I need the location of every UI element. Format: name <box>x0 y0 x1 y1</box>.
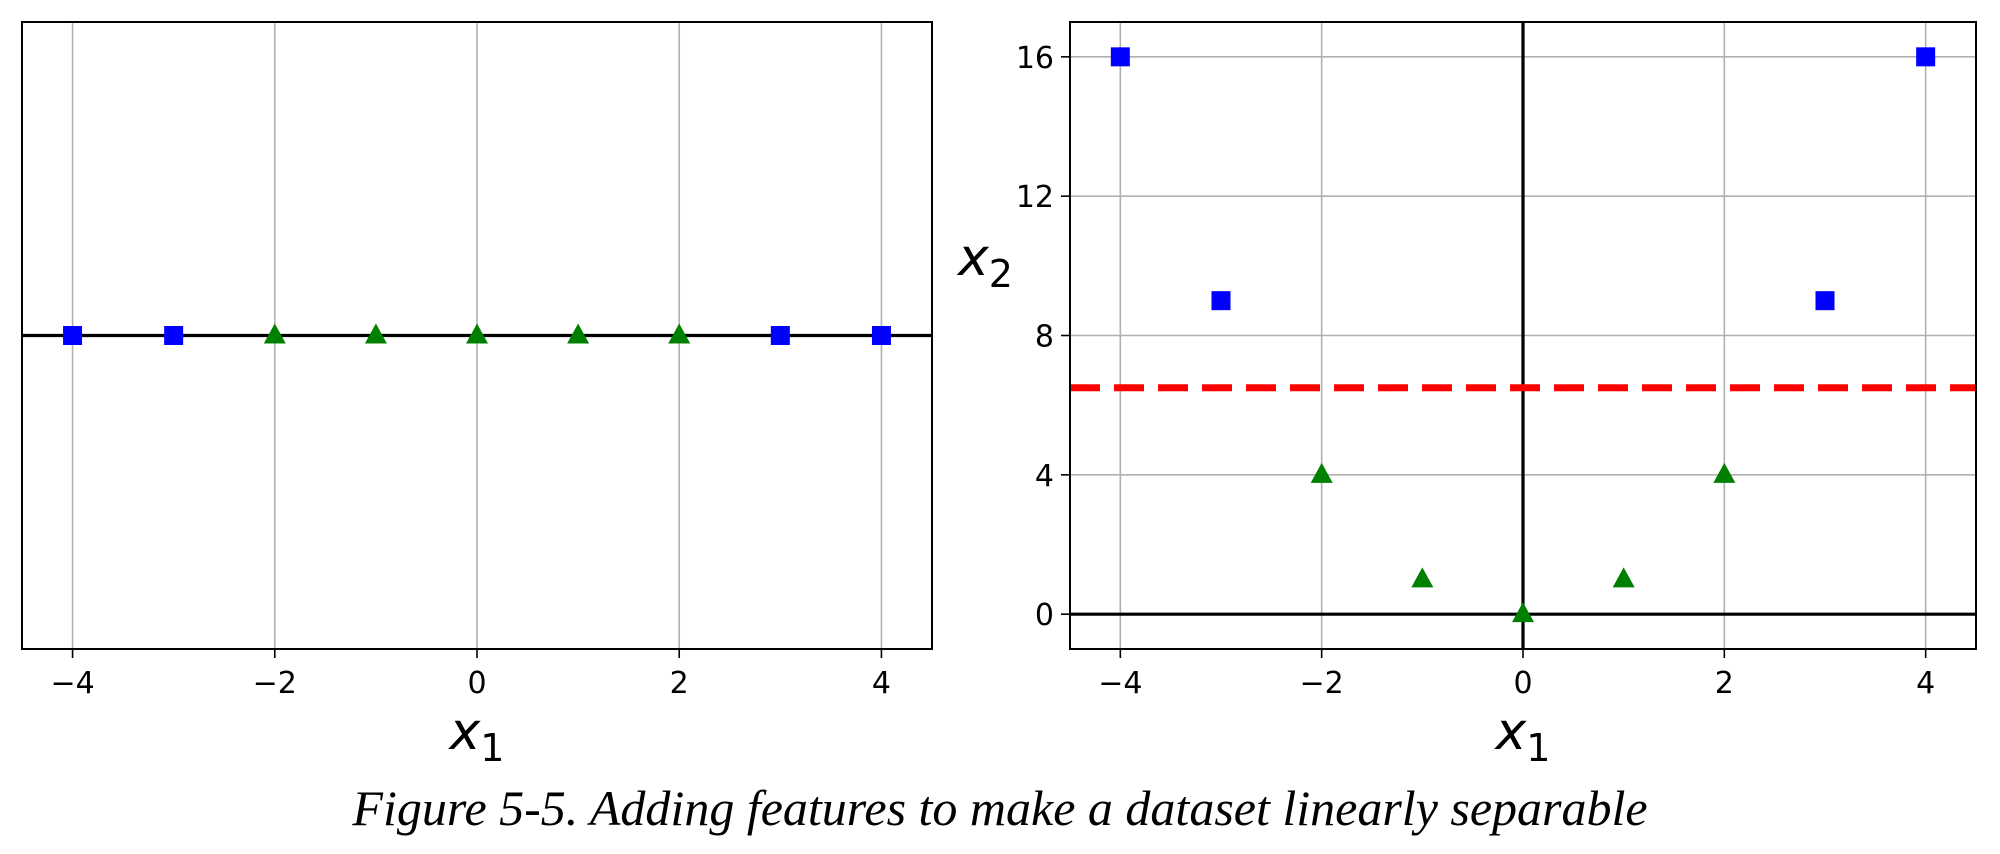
left-x-tick-label: 0 <box>467 666 486 701</box>
right-x-tick-label: −2 <box>1300 666 1344 701</box>
left-square-point <box>770 326 790 345</box>
right-x-axis-label: x1 <box>1494 702 1551 770</box>
left-x-tick-label: −2 <box>253 666 297 701</box>
right-triangle-point <box>1411 567 1434 588</box>
right-square-point <box>1110 47 1130 67</box>
right-x-tick-label: 2 <box>1715 666 1734 701</box>
left-x-tick-label: −4 <box>50 666 94 701</box>
right-square-point <box>1916 47 1936 67</box>
left-triangle-point <box>466 323 488 344</box>
right-plot-panel: −4 −2 0 2 4 0 4 8 12 16 x1 x2 <box>956 21 1977 770</box>
right-y-tick-label: 8 <box>1035 320 1054 355</box>
right-y-tick-label: 0 <box>1035 598 1054 633</box>
left-plot-panel: −4 −2 0 2 4 x1 <box>21 21 933 770</box>
right-y-axis-label: x2 <box>956 228 1013 296</box>
left-square-point <box>164 326 184 345</box>
left-x-axis-label: x1 <box>448 702 505 770</box>
left-triangle-point <box>364 323 387 344</box>
right-triangle-point <box>1713 462 1736 483</box>
left-square-point <box>63 326 83 345</box>
left-triangle-point <box>668 323 691 344</box>
left-triangle-point <box>567 323 590 344</box>
left-triangle-point <box>263 323 286 344</box>
right-triangle-point <box>1612 567 1635 588</box>
right-square-point <box>1815 291 1835 311</box>
left-x-tick-label: 2 <box>670 666 689 701</box>
left-x-tick-label: 4 <box>872 666 891 701</box>
right-triangle-point <box>1512 602 1534 623</box>
right-triangle-point <box>1310 462 1333 483</box>
right-x-tick-label: −4 <box>1098 666 1142 701</box>
right-x-tick-label: 4 <box>1916 666 1935 701</box>
figure-caption: Figure 5-5. Adding features to make a da… <box>352 780 1648 836</box>
right-x-tick-label: 0 <box>1513 666 1532 701</box>
right-y-tick-label: 12 <box>1016 180 1054 215</box>
right-y-tick-label: 4 <box>1035 459 1054 494</box>
right-y-tick-label: 16 <box>1016 41 1054 76</box>
right-square-point <box>1211 291 1231 311</box>
left-square-point <box>871 326 891 345</box>
